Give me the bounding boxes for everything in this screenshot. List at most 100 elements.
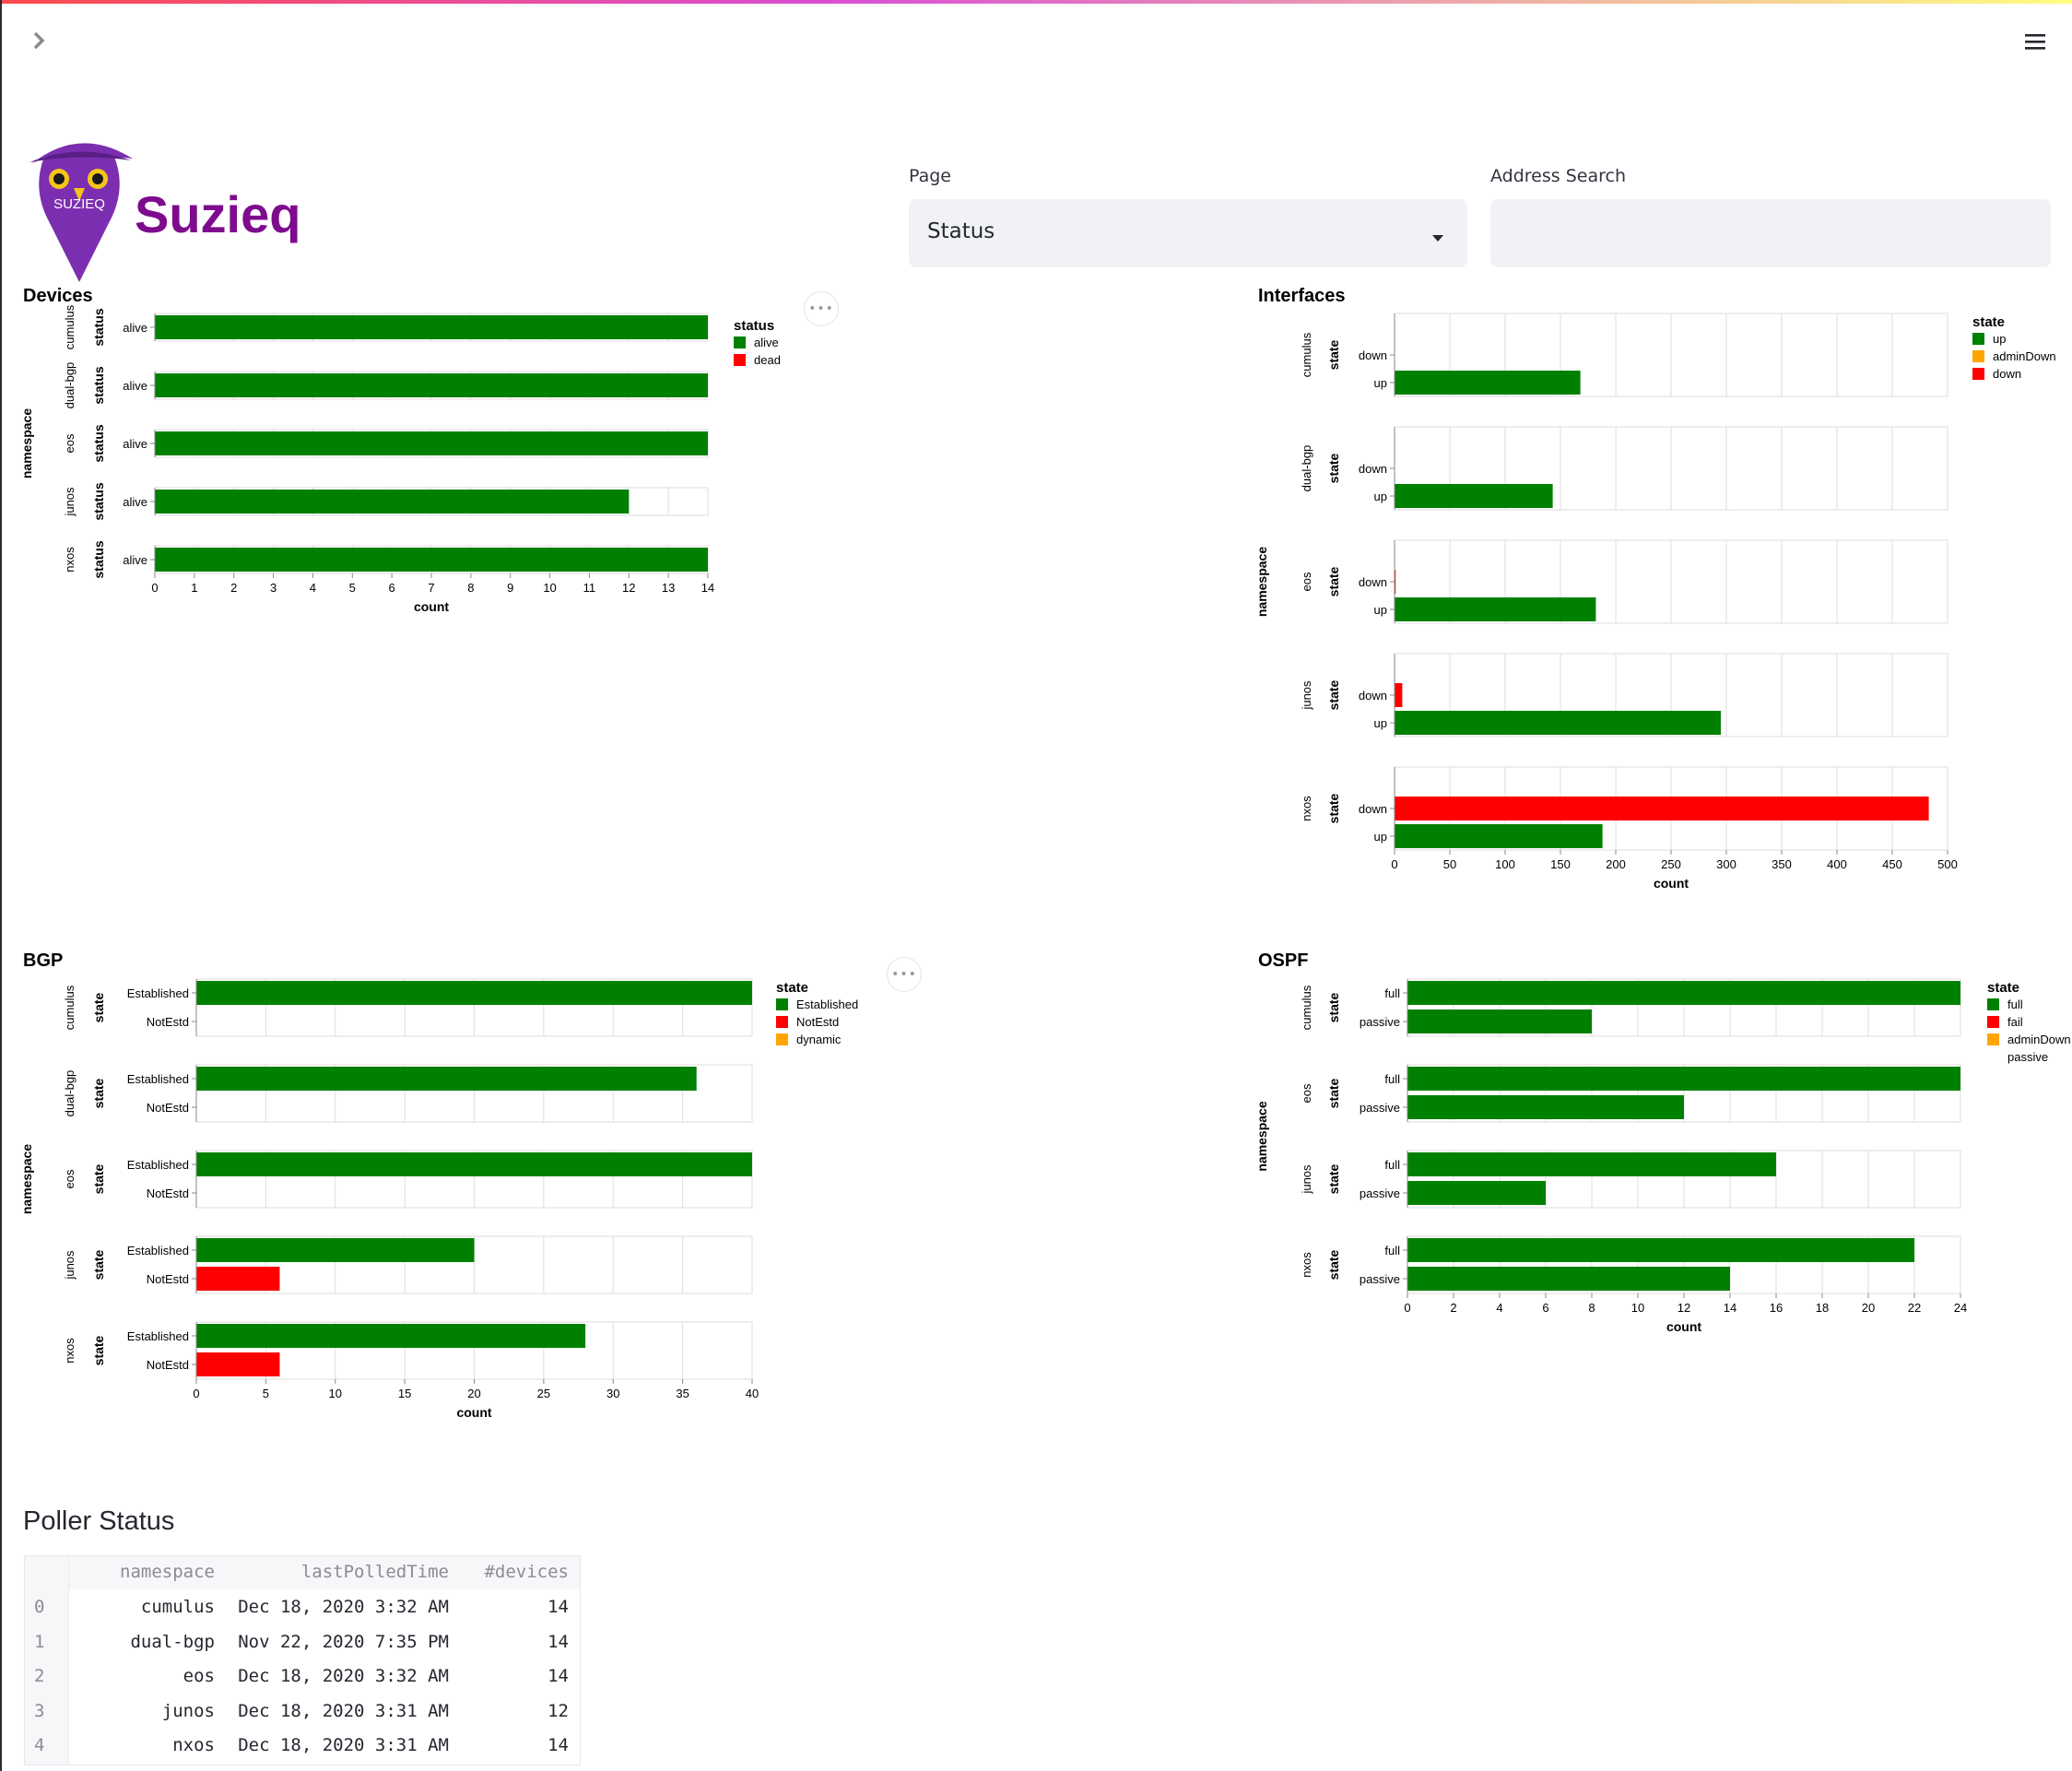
devices-legend-swatch (734, 354, 746, 366)
ospf-row-title: state (1326, 992, 1341, 1022)
interfaces-chart: down up cumulus state down up dual-bgp state dow… (1254, 313, 2056, 891)
bgp-bar-junos-NotEstd (196, 1267, 280, 1291)
bgp-row-title: state (91, 1078, 106, 1108)
table-cell-devices: 14 (547, 1597, 569, 1617)
bgp-legend-swatch (776, 1016, 788, 1028)
chevron-down-icon (1432, 229, 1443, 246)
bgp-row-label: NotEstd (147, 1015, 189, 1029)
table-header-cell: lastPolledTime (300, 1562, 449, 1582)
ospf-row-label: full (1384, 1072, 1400, 1086)
devices-row-title: status (91, 424, 106, 462)
bgp-x-tick-label: 15 (398, 1387, 411, 1400)
interfaces-legend-label: up (1993, 332, 2006, 346)
table-index-cell: 3 (34, 1700, 45, 1721)
ospf-x-tick-label: 20 (1862, 1301, 1875, 1315)
table-index-cell: 0 (34, 1597, 45, 1617)
bgp-facet-label: junos (63, 1250, 77, 1281)
bgp-row-title: state (91, 1163, 106, 1194)
bgp-legend-title: state (776, 980, 808, 996)
devices-x-tick-label: 10 (543, 581, 556, 595)
interfaces-legend-title: state (1972, 314, 2005, 330)
interfaces-namespace-title: namespace (1254, 547, 1269, 617)
bgp-row-title: state (91, 1249, 106, 1280)
interfaces-x-title: count (1654, 876, 1689, 891)
interfaces-bar-junos-down (1395, 683, 1403, 707)
bgp-row-label: NotEstd (147, 1101, 189, 1115)
interfaces-facet-label: cumulus (1300, 332, 1313, 377)
table-cell-time: Dec 18, 2020 3:31 AM (238, 1735, 449, 1755)
address-search-input[interactable] (1490, 199, 2051, 267)
interfaces-row-label: up (1374, 376, 1387, 390)
bgp-facet-label: dual-bgp (63, 1070, 77, 1117)
interfaces-row-label: up (1374, 490, 1387, 503)
ospf-bar-nxos-full (1407, 1238, 1914, 1262)
bgp-bar-nxos-Established (196, 1324, 586, 1348)
interfaces-x-tick-label: 350 (1772, 857, 1792, 871)
poller-status-table[interactable]: namespace lastPolledTime #devices 0 cumulus D… (24, 1555, 581, 1765)
bgp-legend-label: dynamic (796, 1033, 842, 1046)
interfaces-bar-nxos-down (1395, 797, 1929, 821)
bgp-facet-label: nxos (63, 1338, 77, 1364)
interfaces-title: Interfaces (1258, 286, 1346, 306)
devices-legend-swatch (734, 336, 746, 348)
ospf-row-label: full (1384, 986, 1400, 1000)
bgp-x-tick-label: 0 (193, 1387, 199, 1400)
ospf-row-label: full (1384, 1244, 1400, 1257)
devices-x-title: count (414, 599, 449, 614)
ospf-x-tick-label: 8 (1588, 1301, 1595, 1315)
bgp-legend-swatch (776, 1033, 788, 1045)
devices-legend-label: dead (754, 353, 781, 367)
table-cell-namespace: eos (182, 1666, 215, 1686)
page-select[interactable]: Status (909, 199, 1467, 267)
bgp-namespace-title: namespace (19, 1144, 34, 1214)
interfaces-row-title: state (1326, 453, 1341, 483)
bgp-chart-actions-button[interactable]: ••• (887, 957, 922, 992)
interfaces-bar-junos-up (1395, 711, 1721, 735)
devices-bar-nxos-alive (155, 548, 708, 572)
ospf-x-tick-label: 24 (1954, 1301, 1967, 1315)
left-edge (0, 0, 2, 1771)
expand-sidebar-icon[interactable] (26, 28, 52, 53)
devices-bar-junos-alive (155, 490, 630, 514)
devices-facet-label: dual-bgp (63, 362, 77, 409)
bgp-x-tick-label: 40 (746, 1387, 759, 1400)
devices-x-tick-label: 4 (310, 581, 316, 595)
bgp-legend-label: Established (796, 998, 858, 1011)
table-cell-time: Nov 22, 2020 7:35 PM (238, 1631, 449, 1652)
bgp-x-tick-label: 30 (606, 1387, 619, 1400)
ospf-x-tick-label: 4 (1496, 1301, 1502, 1315)
devices-bar-cumulus-alive (155, 315, 708, 339)
devices-namespace-title: namespace (19, 408, 34, 478)
interfaces-row-label: down (1359, 689, 1387, 702)
bgp-row-label: NotEstd (147, 1187, 189, 1200)
poller-status-title: Poller Status (23, 1506, 175, 1536)
devices-x-tick-label: 6 (389, 581, 395, 595)
ospf-bar-nxos-passive (1407, 1267, 1730, 1291)
interfaces-row-label: down (1359, 575, 1387, 589)
ospf-facet-label: cumulus (1300, 985, 1313, 1030)
ospf-bar-eos-full (1407, 1067, 1960, 1091)
interfaces-legend-swatch (1972, 368, 1984, 380)
interfaces-legend-label: adminDown (1993, 349, 2056, 363)
ospf-legend-swatch (1987, 1033, 1999, 1045)
bgp-row-label: NotEstd (147, 1272, 189, 1286)
interfaces-row-title: state (1326, 566, 1341, 596)
interfaces-legend-label: down (1993, 367, 2021, 381)
bgp-facet-label: eos (63, 1169, 77, 1188)
devices-row-title: status (91, 366, 106, 404)
devices-row-label: alive (123, 495, 147, 509)
interfaces-facet-label: nxos (1300, 796, 1313, 821)
ospf-x-tick-label: 18 (1816, 1301, 1829, 1315)
hamburger-menu-icon[interactable] (2019, 28, 2052, 55)
devices-chart-actions-button[interactable]: ••• (804, 291, 839, 326)
ospf-x-title: count (1666, 1319, 1701, 1334)
devices-title: Devices (23, 286, 93, 306)
interfaces-row-label: up (1374, 603, 1387, 617)
table-cell-time: Dec 18, 2020 3:32 AM (238, 1666, 449, 1686)
suzieq-owl-logo: SUZIEQ (24, 135, 135, 284)
devices-row-label: alive (123, 553, 147, 567)
table-cell-time: Dec 18, 2020 3:31 AM (238, 1700, 449, 1721)
interfaces-row-label: up (1374, 716, 1387, 730)
bgp-row-title: state (91, 992, 106, 1022)
interfaces-bar-dual-bgp-up (1395, 484, 1553, 508)
